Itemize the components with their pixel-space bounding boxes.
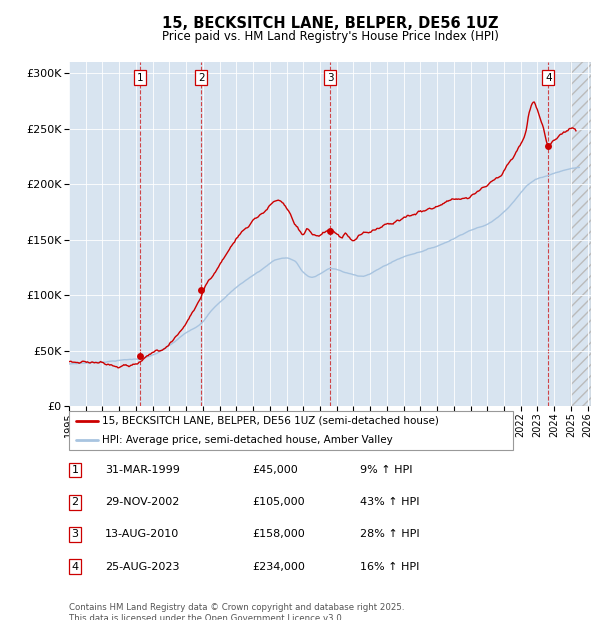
Text: 9% ↑ HPI: 9% ↑ HPI: [360, 465, 413, 475]
Text: 4: 4: [545, 73, 551, 82]
Text: Contains HM Land Registry data © Crown copyright and database right 2025.
This d: Contains HM Land Registry data © Crown c…: [69, 603, 404, 620]
Text: HPI: Average price, semi-detached house, Amber Valley: HPI: Average price, semi-detached house,…: [102, 435, 393, 445]
Text: 13-AUG-2010: 13-AUG-2010: [105, 529, 179, 539]
Text: £158,000: £158,000: [252, 529, 305, 539]
Text: 1: 1: [137, 73, 143, 82]
Text: 28% ↑ HPI: 28% ↑ HPI: [360, 529, 419, 539]
Text: 31-MAR-1999: 31-MAR-1999: [105, 465, 180, 475]
Text: £105,000: £105,000: [252, 497, 305, 507]
Text: 3: 3: [327, 73, 334, 82]
Text: 15, BECKSITCH LANE, BELPER, DE56 1UZ (semi-detached house): 15, BECKSITCH LANE, BELPER, DE56 1UZ (se…: [102, 415, 439, 426]
Text: 3: 3: [71, 529, 79, 539]
FancyBboxPatch shape: [69, 411, 513, 449]
Text: 25-AUG-2023: 25-AUG-2023: [105, 562, 179, 572]
Text: 2: 2: [71, 497, 79, 507]
Text: 4: 4: [71, 562, 79, 572]
Text: 1: 1: [71, 465, 79, 475]
Text: 2: 2: [198, 73, 205, 82]
Text: 43% ↑ HPI: 43% ↑ HPI: [360, 497, 419, 507]
Text: £234,000: £234,000: [252, 562, 305, 572]
Text: £45,000: £45,000: [252, 465, 298, 475]
Bar: [571, 62, 591, 406]
Text: 15, BECKSITCH LANE, BELPER, DE56 1UZ: 15, BECKSITCH LANE, BELPER, DE56 1UZ: [162, 16, 498, 30]
Text: Price paid vs. HM Land Registry's House Price Index (HPI): Price paid vs. HM Land Registry's House …: [161, 30, 499, 43]
Text: 16% ↑ HPI: 16% ↑ HPI: [360, 562, 419, 572]
Text: 29-NOV-2002: 29-NOV-2002: [105, 497, 179, 507]
